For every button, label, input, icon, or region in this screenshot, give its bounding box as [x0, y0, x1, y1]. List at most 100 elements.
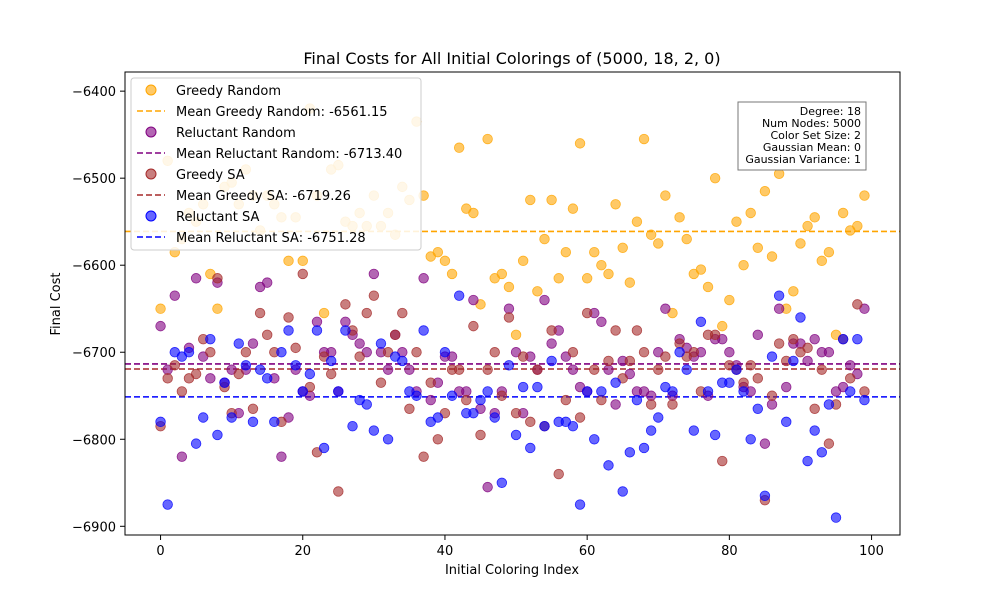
point-greedy-sa-20 — [297, 268, 308, 280]
point-greedy-random-93 — [816, 255, 827, 267]
point-greedy-random-39 — [432, 246, 444, 258]
point-reluctant-random-0 — [155, 320, 166, 332]
point-greedy-sa-7 — [205, 347, 216, 358]
point-greedy-sa-70 — [653, 364, 664, 375]
point-reluctant-sa-75 — [688, 425, 700, 436]
point-reluctant-sa-60 — [581, 386, 593, 397]
point-greedy-sa-79 — [717, 455, 728, 467]
point-greedy-sa-57 — [560, 394, 572, 406]
point-greedy-sa-33 — [389, 329, 401, 341]
info-degree: Degree: 18 — [800, 105, 861, 118]
point-greedy-random-46 — [482, 133, 493, 145]
chart-title: Final Costs for All Initial Colorings of… — [303, 49, 720, 68]
point-reluctant-sa-25 — [333, 386, 344, 397]
point-reluctant-random-80 — [724, 347, 735, 358]
point-greedy-random-66 — [624, 277, 636, 288]
point-reluctant-sa-66 — [624, 447, 636, 458]
point-greedy-random-20 — [297, 255, 308, 267]
point-greedy-random-71 — [660, 190, 671, 201]
point-greedy-sa-39 — [432, 434, 444, 445]
point-reluctant-sa-67 — [631, 394, 643, 406]
point-greedy-sa-12 — [240, 347, 252, 358]
point-reluctant-sa-13 — [247, 416, 259, 428]
point-reluctant-sa-74 — [681, 364, 692, 375]
point-reluctant-random-86 — [766, 399, 778, 410]
point-reluctant-random-87 — [773, 303, 785, 314]
point-reluctant-random-94 — [823, 347, 835, 358]
point-reluctant-sa-92 — [809, 425, 820, 436]
point-greedy-sa-98 — [852, 299, 863, 310]
point-greedy-random-60 — [581, 273, 593, 284]
point-reluctant-sa-59 — [574, 499, 586, 510]
point-reluctant-sa-8 — [212, 429, 223, 441]
point-greedy-sa-97 — [845, 373, 856, 384]
point-reluctant-sa-62 — [596, 386, 607, 397]
point-greedy-random-18 — [283, 255, 294, 267]
point-reluctant-random-92 — [809, 333, 820, 345]
point-reluctant-sa-64 — [610, 377, 621, 388]
point-reluctant-sa-18 — [283, 325, 294, 336]
point-reluctant-sa-22 — [311, 325, 323, 336]
legend-marker-greedy-random — [145, 84, 157, 96]
point-greedy-sa-86 — [766, 390, 778, 401]
point-reluctant-random-28 — [354, 338, 365, 349]
point-greedy-sa-55 — [546, 325, 557, 336]
point-reluctant-sa-69 — [645, 425, 657, 436]
point-reluctant-sa-40 — [439, 347, 451, 358]
point-greedy-sa-24 — [325, 368, 337, 380]
point-reluctant-sa-80 — [724, 377, 735, 388]
point-reluctant-sa-48 — [496, 477, 508, 488]
point-greedy-sa-82 — [738, 377, 749, 388]
point-greedy-random-84 — [752, 242, 763, 254]
point-greedy-random-55 — [546, 194, 557, 206]
point-reluctant-sa-55 — [546, 355, 557, 367]
point-reluctant-sa-51 — [517, 381, 529, 393]
point-greedy-random-69 — [645, 229, 657, 240]
point-greedy-random-89 — [788, 286, 799, 297]
y-tick-label: −6900 — [72, 520, 116, 535]
point-reluctant-random-44 — [468, 294, 479, 306]
series-reluctant-sa — [155, 290, 870, 523]
point-greedy-sa-28 — [354, 351, 365, 362]
point-reluctant-sa-5 — [190, 438, 202, 449]
point-reluctant-random-91 — [802, 355, 813, 367]
point-reluctant-random-32 — [382, 364, 394, 375]
point-reluctant-random-97 — [845, 360, 856, 371]
y-tick-label: −6400 — [72, 85, 116, 100]
point-reluctant-random-30 — [368, 268, 380, 280]
point-reluctant-sa-19 — [290, 360, 301, 371]
point-greedy-sa-94 — [823, 438, 835, 449]
point-reluctant-sa-14 — [254, 364, 266, 375]
point-reluctant-sa-90 — [795, 312, 806, 323]
point-greedy-random-61 — [589, 246, 600, 258]
point-greedy-random-59 — [574, 138, 586, 149]
info-box: Degree: 18 Num Nodes: 5000 Color Set Siz… — [737, 101, 867, 171]
point-greedy-sa-15 — [262, 329, 273, 341]
legend-marker-reluctant-sa — [145, 210, 157, 222]
point-greedy-sa-5 — [190, 368, 202, 380]
point-greedy-random-8 — [212, 303, 223, 314]
point-greedy-random-77 — [702, 281, 714, 293]
legend-label-mean-greedy-random: Mean Greedy Random: -6561.15 — [176, 105, 388, 120]
point-greedy-sa-36 — [411, 347, 422, 358]
point-reluctant-sa-23 — [318, 442, 330, 454]
point-greedy-sa-67 — [631, 325, 643, 336]
point-reluctant-sa-87 — [773, 290, 785, 301]
point-reluctant-sa-4 — [183, 347, 195, 358]
point-greedy-sa-50 — [510, 407, 522, 419]
point-reluctant-sa-85 — [759, 490, 771, 502]
point-reluctant-sa-70 — [653, 412, 664, 423]
point-greedy-sa-31 — [375, 377, 387, 388]
point-reluctant-random-46 — [482, 481, 493, 493]
point-greedy-random-58 — [567, 203, 579, 214]
point-reluctant-sa-61 — [589, 434, 600, 445]
point-reluctant-random-7 — [205, 373, 216, 384]
point-reluctant-sa-26 — [340, 325, 351, 336]
x-tick-label: 80 — [721, 544, 738, 559]
legend: Greedy Random Mean Greedy Random: -6561.… — [130, 77, 422, 251]
point-reluctant-random-88 — [781, 381, 792, 393]
point-reluctant-sa-42 — [453, 290, 465, 301]
point-greedy-random-99 — [859, 190, 870, 201]
point-greedy-sa-35 — [404, 403, 415, 415]
point-greedy-random-94 — [823, 246, 835, 258]
